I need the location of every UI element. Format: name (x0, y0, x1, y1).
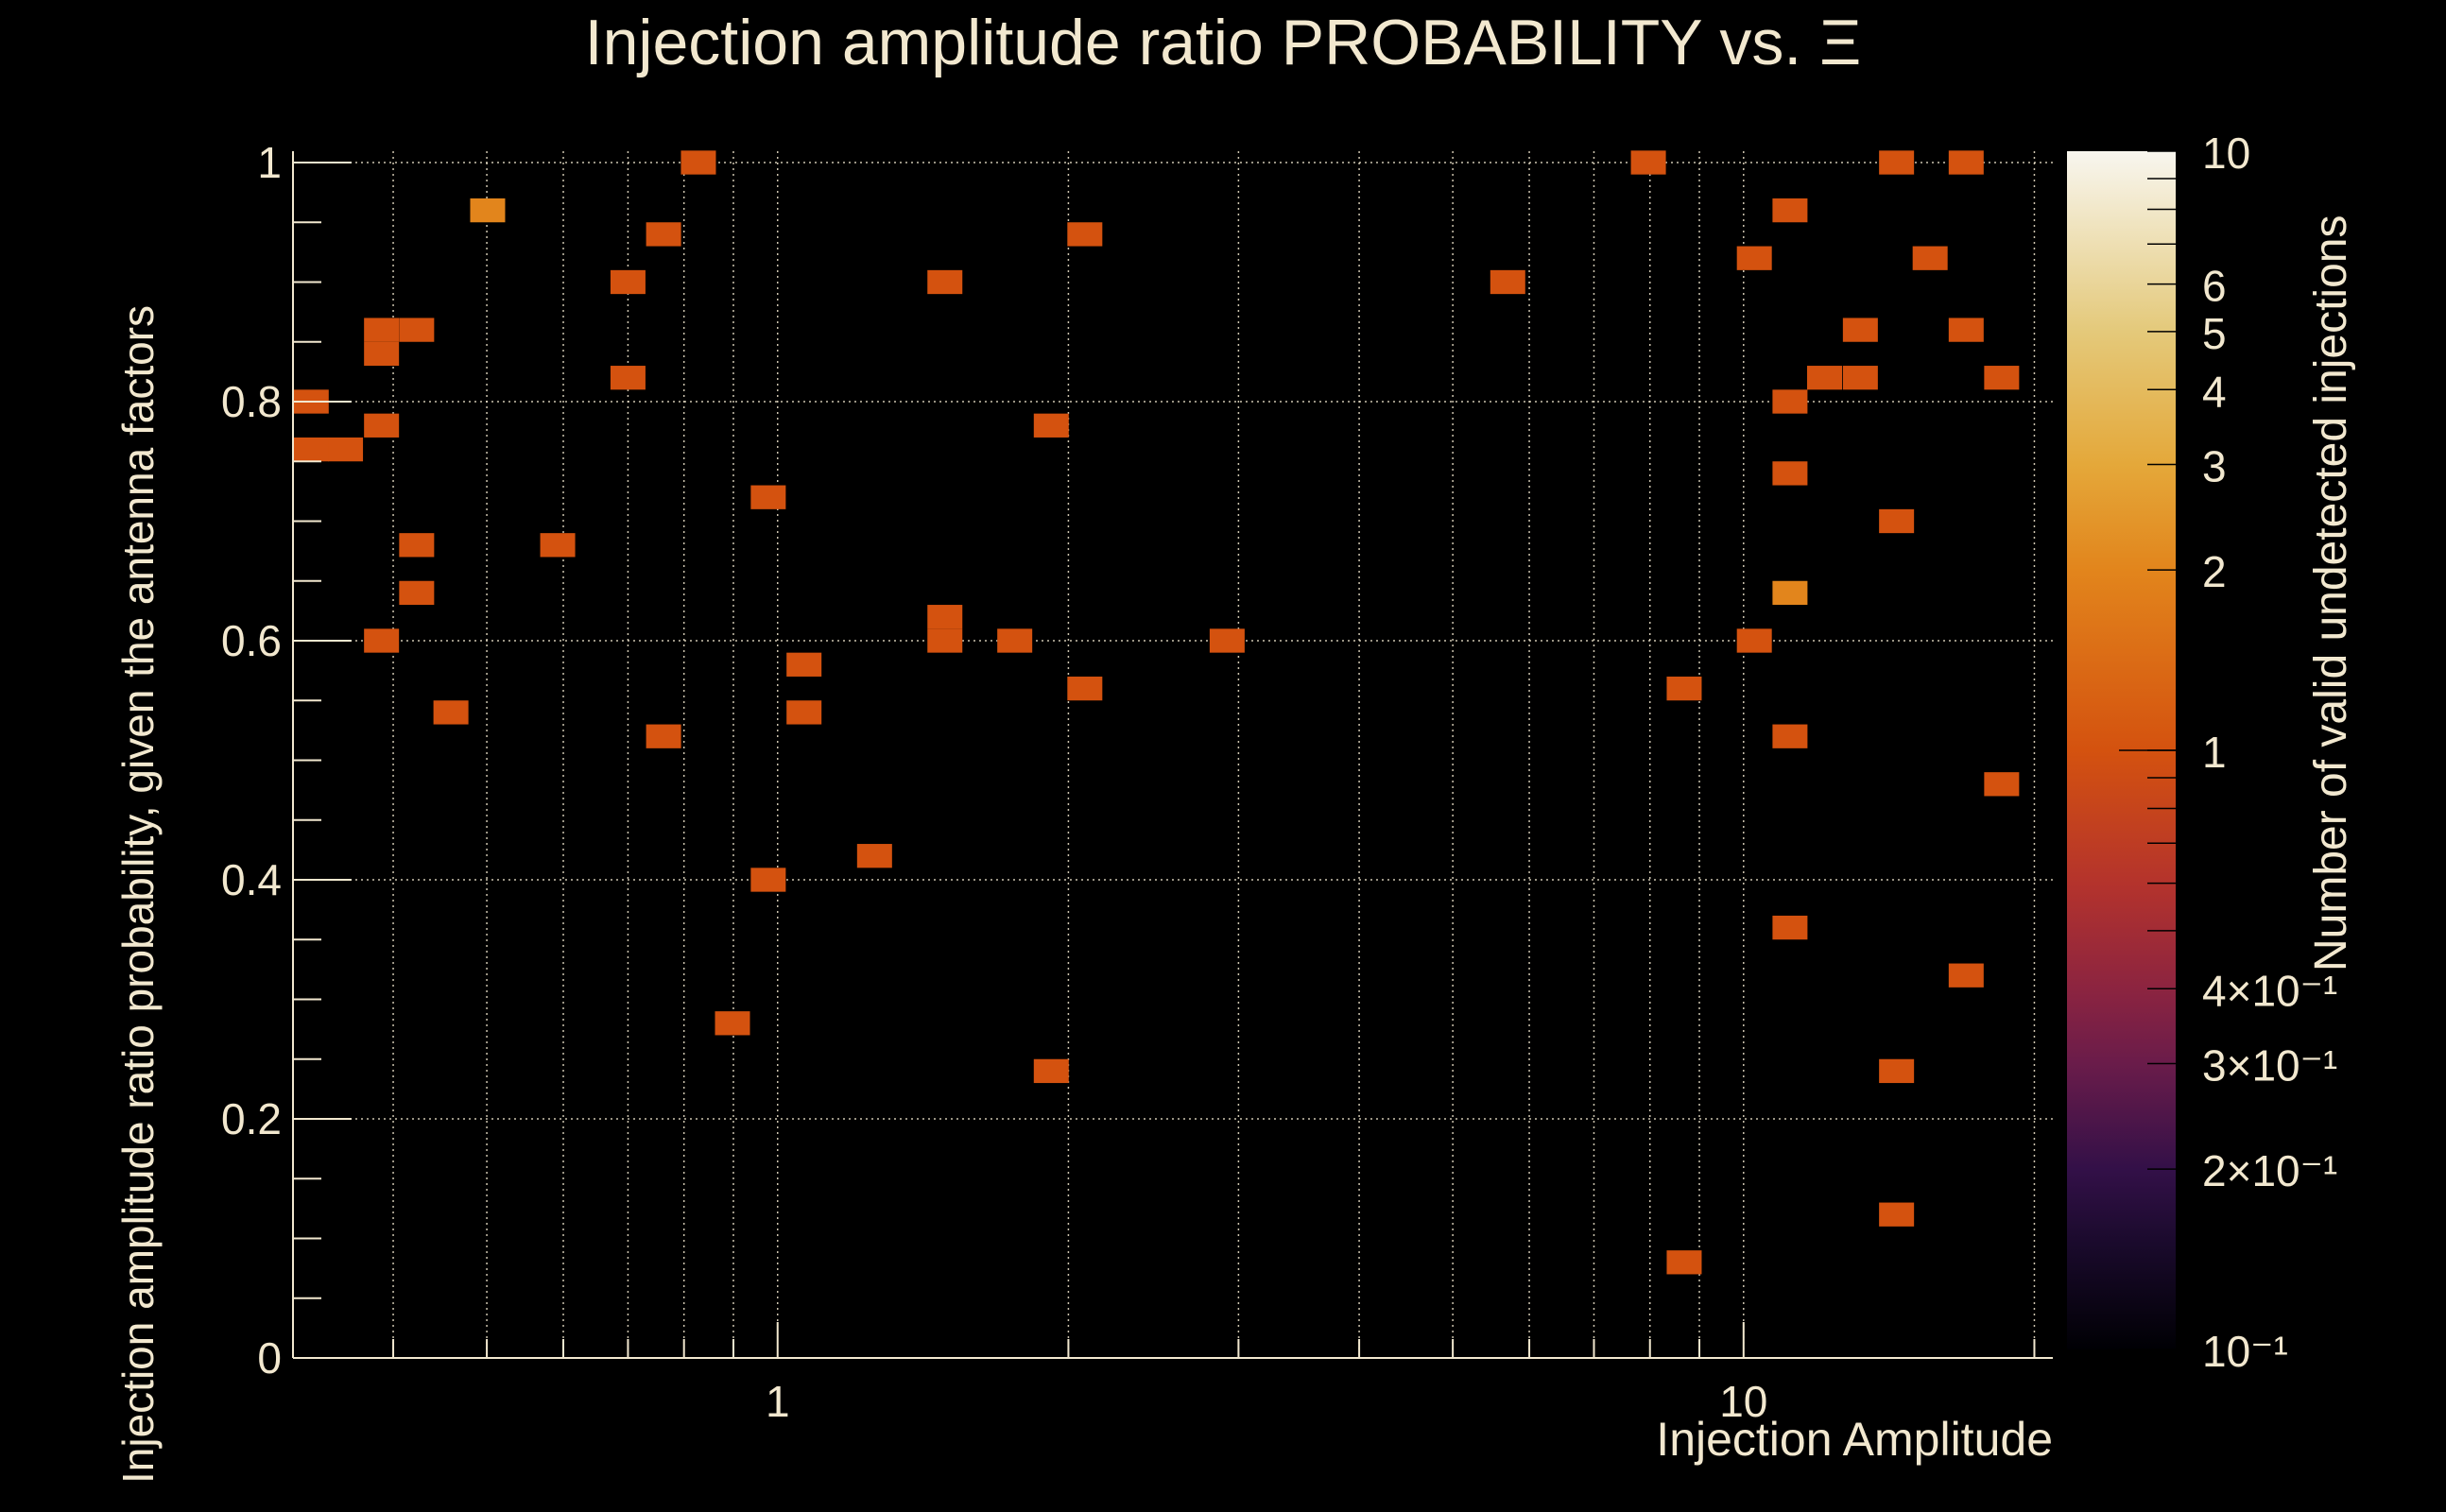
heatmap-cell (1772, 915, 1808, 940)
colorbar-label: Number of valid undetected injections (2306, 215, 2356, 971)
heatmap-cell (680, 150, 716, 175)
heatmap-cell (1666, 676, 1702, 701)
colorbar-tick-label: 10⁻¹ (2202, 1327, 2288, 1376)
heatmap-cell (1209, 628, 1245, 653)
heatmap-cell (328, 437, 364, 462)
colorbar-tick-label: 3×10⁻¹ (2202, 1041, 2337, 1091)
heatmap-cell (364, 341, 400, 367)
heatmap-cell (1948, 150, 1984, 175)
heatmap-cell (927, 628, 963, 653)
heatmap-cell (1948, 963, 1984, 988)
y-tick-label: 0.4 (221, 855, 282, 904)
y-tick-label: 0.8 (221, 377, 282, 426)
y-tick-label: 0 (257, 1333, 282, 1383)
heatmap-cells (293, 150, 2020, 1275)
heatmap-cell (927, 605, 963, 629)
x-axis-label: Injection Amplitude (1656, 1413, 2053, 1466)
heatmap-cell (1912, 246, 1948, 270)
colorbar-tick-label: 6 (2202, 262, 2227, 311)
heatmap-cell (786, 700, 822, 725)
colorbar-tick-label: 2×10⁻¹ (2202, 1146, 2337, 1195)
heatmap-cell (1666, 1250, 1702, 1275)
heatmap-cell (1772, 198, 1808, 223)
colorbar-tick-label: 2 (2202, 547, 2227, 596)
colorbar-tick-label: 5 (2202, 309, 2227, 358)
colorbar-tick-label: 10 (2202, 129, 2250, 178)
heatmap-cell (293, 437, 329, 462)
colorbar-tick-label: 4×10⁻¹ (2202, 966, 2337, 1015)
heatmap-cell (1736, 628, 1772, 653)
heatmap-cell (646, 724, 681, 748)
grid-lines (293, 151, 2053, 1358)
heatmap-cell (1736, 246, 1772, 270)
chart-title: Injection amplitude ratio PROBABILITY vs… (585, 7, 1862, 78)
heatmap-cell (786, 652, 822, 677)
heatmap-cell (750, 868, 786, 892)
color-scale-bar: 10 65 4 3 2 1 4×10⁻¹ 3×10⁻¹ 2×10⁻¹ 10⁻¹ (2067, 129, 2337, 1376)
heatmap-cell (1879, 508, 1915, 534)
heatmap-cell (1879, 150, 1915, 175)
heatmap-cell (750, 485, 786, 509)
heatmap-cell (1490, 269, 1525, 295)
heatmap-cell (1067, 676, 1103, 701)
heatmap-cell (364, 318, 400, 342)
heatmap-cell (1948, 318, 1984, 342)
heatmap-cell (1067, 222, 1103, 247)
y-tick-label: 0.6 (221, 616, 282, 665)
y-axis-label: Injection amplitude ratio probability, g… (113, 305, 163, 1484)
heatmap-cell (1879, 1058, 1915, 1084)
heatmap-cell (1630, 150, 1666, 175)
heatmap-cell (1984, 366, 2020, 390)
colorbar-tick-label: 3 (2202, 442, 2227, 491)
heatmap-cell (364, 628, 400, 653)
heatmap-cell (399, 533, 435, 558)
heatmap-cell (1033, 413, 1069, 438)
heatmap-cell (610, 269, 646, 295)
heatmap-cell (399, 318, 435, 342)
heatmap-cell (1033, 1058, 1069, 1084)
heatmap-cell (1807, 366, 1843, 390)
axes: 0 0.2 0.4 0.6 0.8 1 1 10 (221, 138, 2053, 1426)
heatmap-cell (1842, 366, 1878, 390)
heatmap-cell (1879, 1202, 1915, 1227)
heatmap-cell (470, 198, 506, 223)
heatmap-cell (856, 844, 892, 868)
heatmap-cell (1772, 389, 1808, 414)
heatmap-cell (364, 413, 400, 438)
heatmap-cell (1772, 461, 1808, 486)
x-tick-label: 10 (1719, 1377, 1767, 1426)
heatmap-cell (1772, 580, 1808, 606)
heatmap-cell (610, 366, 646, 390)
x-tick-label: 1 (766, 1377, 790, 1426)
colorbar-tick-label: 1 (2202, 728, 2227, 777)
heatmap-cell (1772, 724, 1808, 748)
heatmap-cell (433, 700, 469, 725)
heatmap-cell (715, 1011, 750, 1036)
y-tick-label: 1 (257, 138, 282, 187)
heatmap-cell (646, 222, 681, 247)
heatmap-cell (540, 533, 576, 558)
heatmap-cell (1984, 772, 2020, 797)
heatmap-cell (1842, 318, 1878, 342)
colorbar-tick-label: 4 (2202, 367, 2227, 416)
heatmap-cell (399, 580, 435, 606)
y-tick-label: 0.2 (221, 1094, 282, 1143)
heatmap-cell (997, 628, 1033, 653)
heatmap-cell (927, 269, 963, 295)
